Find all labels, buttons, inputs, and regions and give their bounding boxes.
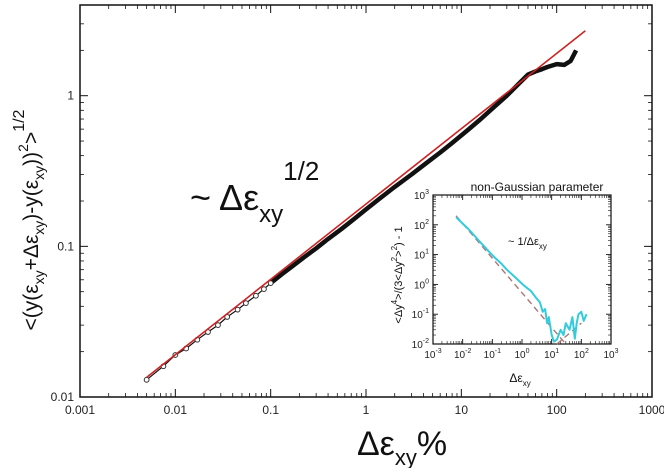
main-data-point bbox=[252, 292, 259, 299]
main-data-point bbox=[234, 306, 241, 313]
inset-x-tick-label: 10-2 bbox=[454, 348, 471, 361]
inset-title: non-Gaussian parameter bbox=[471, 180, 604, 194]
inset-x-tick-label: 10-1 bbox=[484, 348, 501, 361]
inset-x-axis-label: Δεxy bbox=[509, 371, 530, 388]
main-x-axis-label: Δεxy% bbox=[357, 425, 447, 468]
inset-y-tick-label: 102 bbox=[414, 219, 429, 232]
inset-y-tick-label: 10-1 bbox=[412, 308, 429, 321]
main-x-tick-label: 0.001 bbox=[65, 403, 95, 417]
main-data-point bbox=[215, 322, 221, 329]
main-data-point bbox=[267, 280, 274, 287]
main-y-tick-label: 1 bbox=[67, 89, 74, 103]
inset-plot-frame bbox=[432, 194, 612, 345]
inset-x-tick-label: 100 bbox=[514, 348, 529, 361]
main-x-tick-label: 10 bbox=[455, 403, 469, 417]
inset-x-tick-label: 10-3 bbox=[424, 348, 441, 361]
inset-x-tick-label: 101 bbox=[544, 348, 559, 361]
main-x-tick-label: 1 bbox=[363, 403, 370, 417]
main-y-tick-label: 0.1 bbox=[57, 239, 74, 253]
inset-y-tick-label: 101 bbox=[414, 249, 429, 262]
inset-plot: 10-3 10-2 10-1 100 101 102 10310-210-110010110… bbox=[412, 189, 619, 361]
inset-annotation: ~ 1/Δεxy bbox=[508, 236, 547, 251]
main-fit-line bbox=[146, 30, 586, 378]
main-x-tick-label: 100 bbox=[547, 403, 567, 417]
main-data-dense bbox=[269, 49, 579, 285]
main-data-point bbox=[143, 376, 150, 383]
inset-x-tick-label: 102 bbox=[574, 348, 589, 361]
main-x-tick-label: 0.01 bbox=[164, 403, 188, 417]
inset-y-tick-label: 10-2 bbox=[412, 338, 429, 351]
inset-y-tick-label: 103 bbox=[414, 189, 429, 202]
main-x-tick-label: 1000 bbox=[639, 403, 664, 417]
inset-y-tick-label: 100 bbox=[414, 278, 429, 291]
main-data-point bbox=[261, 286, 267, 293]
main-x-tick-label: 0.1 bbox=[262, 403, 279, 417]
main-y-tick-label: 0.01 bbox=[51, 390, 75, 404]
main-y-axis-label: <(y(εxy+Δεxy)-y(εxy))2>1/2 bbox=[11, 109, 47, 330]
inset-data-line bbox=[455, 216, 588, 343]
inset-dashed-guide bbox=[556, 322, 582, 345]
scaling-annotation: ~ Δεxy1/2 bbox=[190, 156, 319, 228]
inset-y-axis-label: <Δy4>/(3<Δy2>2) - 1 bbox=[390, 226, 405, 323]
main-data-point bbox=[243, 300, 249, 307]
inset-x-tick-label: 103 bbox=[603, 348, 618, 361]
